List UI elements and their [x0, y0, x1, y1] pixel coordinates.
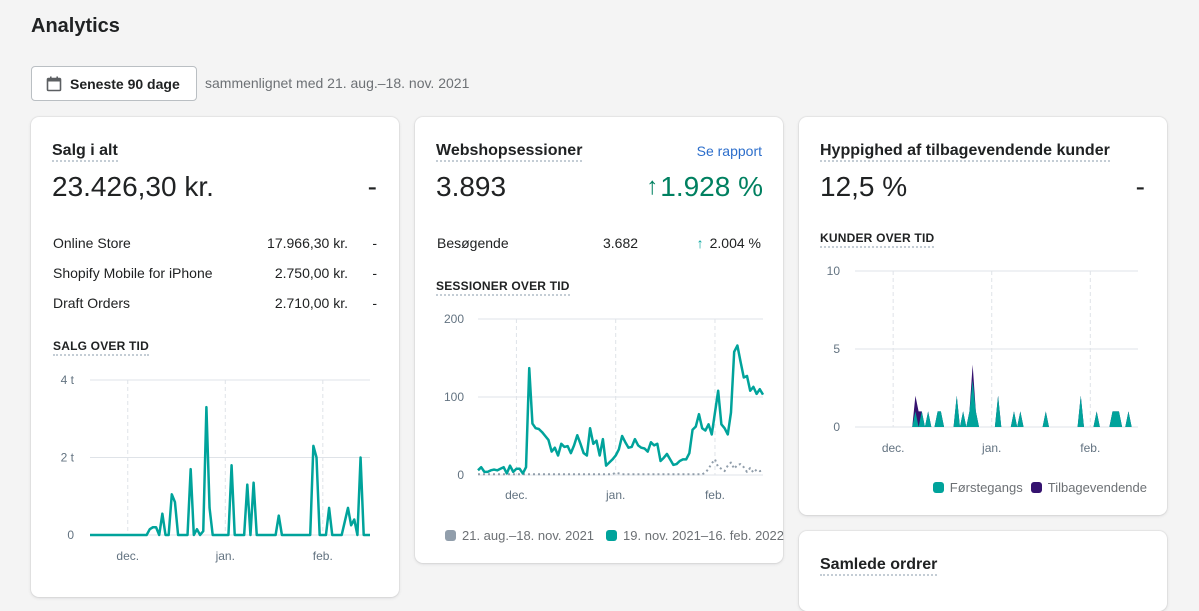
- sessions-legend: 21. aug.–18. nov. 2021 19. nov. 2021–16.…: [445, 528, 784, 543]
- date-range-label: Seneste 90 dage: [70, 75, 180, 92]
- sessions-chart: 0 100 200 dec. jan. feb.: [444, 312, 765, 502]
- channel-value: 17.966,30 kr.: [267, 235, 348, 251]
- previous-period-line: [478, 458, 764, 476]
- x-tick-label: jan.: [215, 549, 235, 563]
- y-tick-label: 2 t: [61, 451, 75, 465]
- customers-legend: Førstegangs Tilbagevendende: [932, 480, 1147, 495]
- sales-chart-title[interactable]: SALG OVER TID: [53, 339, 149, 356]
- current-period-line: [477, 344, 765, 475]
- legend-swatch-first: [932, 482, 944, 493]
- channel-row: Online Store 17.966,30 kr. -: [53, 235, 377, 253]
- channel-value: 2.710,00 kr.: [274, 295, 348, 311]
- legend-first: Førstegangs: [949, 480, 1023, 495]
- sessions-chart-title[interactable]: SESSIONER OVER TID: [436, 279, 570, 296]
- y-tick-label: 5: [833, 342, 840, 356]
- returning-customers-card: Hyppighed af tilbagevendende kunder 12,5…: [799, 117, 1167, 515]
- first-time-area: [855, 380, 1138, 427]
- legend-swatch-returning: [1030, 482, 1042, 493]
- x-tick-label: jan.: [981, 441, 1001, 455]
- channel-row: Draft Orders 2.710,00 kr. -: [53, 295, 377, 313]
- channel-row: Shopify Mobile for iPhone 2.750,00 kr. -: [53, 265, 377, 283]
- sessions-change: ↑ 1.928 %: [646, 171, 763, 203]
- returning-title[interactable]: Hyppighed af tilbagevendende kunder: [820, 141, 1110, 162]
- total-orders-card: Samlede ordrer: [799, 531, 1167, 611]
- legend-current: 19. nov. 2021–16. feb. 2022: [623, 528, 784, 543]
- y-tick-label: 0: [67, 528, 74, 542]
- channel-change: -: [372, 235, 377, 251]
- sessions-total: 3.893: [436, 171, 507, 202]
- visitors-change: 2.004 %: [709, 235, 761, 251]
- channel-name: Shopify Mobile for iPhone: [53, 265, 213, 281]
- x-tick-label: feb.: [705, 488, 725, 502]
- customers-chart: 0 5 10 dec. jan. feb.: [827, 264, 1138, 455]
- sales-chart: 0 2 t 4 t dec. jan. feb.: [61, 373, 370, 563]
- returning-change: -: [1135, 171, 1145, 202]
- x-tick-label: feb.: [313, 549, 333, 563]
- arrow-up-icon: ↑: [646, 173, 659, 200]
- channel-name: Online Store: [53, 235, 131, 251]
- x-tick-label: jan.: [605, 488, 625, 502]
- y-tick-label: 4 t: [61, 373, 75, 387]
- y-tick-label: 0: [457, 468, 464, 482]
- x-tick-label: dec.: [116, 549, 139, 563]
- legend-returning: Tilbagevendende: [1047, 480, 1147, 495]
- date-range-button[interactable]: Seneste 90 dage: [31, 66, 197, 101]
- sessions-title[interactable]: Webshopsessioner: [436, 141, 583, 162]
- orders-title[interactable]: Samlede ordrer: [820, 555, 938, 576]
- x-tick-label: dec.: [505, 488, 528, 502]
- y-tick-label: 0: [833, 420, 840, 434]
- y-tick-label: 10: [827, 264, 841, 278]
- sales-total: 23.426,30 kr.: [52, 171, 214, 202]
- returning-value: 12,5 %: [820, 171, 908, 202]
- x-tick-label: dec.: [882, 441, 905, 455]
- sales-card: Salg i alt 23.426,30 kr. - Online Store 1…: [31, 117, 399, 597]
- comparison-text: sammenlignet med 21. aug.–18. nov. 2021: [205, 75, 470, 91]
- calendar-icon: [46, 76, 62, 91]
- visitors-row: Besøgende 3.682 ↑ 2.004 %: [437, 235, 761, 253]
- customers-chart-title[interactable]: KUNDER OVER TID: [820, 231, 935, 248]
- arrow-up-icon: ↑: [696, 235, 704, 251]
- legend-swatch-current: [606, 530, 618, 541]
- current-period-line: [90, 405, 370, 537]
- legend-previous: 21. aug.–18. nov. 2021: [462, 528, 595, 543]
- sessions-card: Webshopsessioner Se rapport 3.893 ↑ 1.928…: [415, 117, 784, 563]
- sales-change: -: [367, 171, 377, 202]
- sales-title[interactable]: Salg i alt: [52, 141, 118, 162]
- see-report-link[interactable]: Se rapport: [696, 143, 762, 159]
- legend-swatch-previous: [445, 530, 456, 541]
- y-tick-label: 200: [444, 312, 464, 326]
- x-tick-label: feb.: [1080, 441, 1100, 455]
- channel-change: -: [372, 295, 377, 311]
- sessions-change-value: 1.928 %: [660, 171, 763, 202]
- y-tick-label: 100: [444, 390, 464, 404]
- channel-value: 2.750,00 kr.: [274, 265, 348, 281]
- visitors-label: Besøgende: [437, 235, 509, 251]
- visitors-value: 3.682: [603, 235, 639, 251]
- channel-name: Draft Orders: [53, 295, 131, 311]
- page-title: Analytics: [31, 15, 120, 37]
- channel-change: -: [372, 265, 377, 281]
